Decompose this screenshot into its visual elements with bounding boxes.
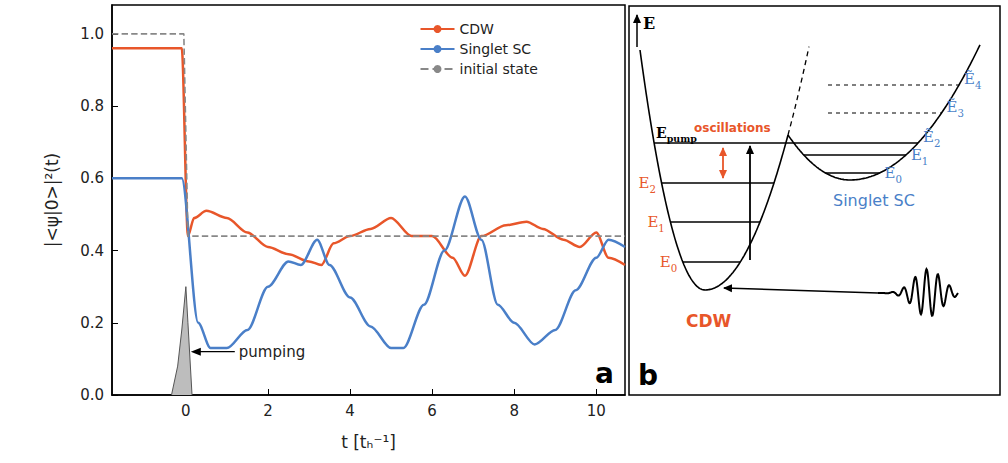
svg-text:Ẽ3: Ẽ3: [947, 98, 964, 119]
svg-text:b: b: [638, 359, 658, 392]
svg-text:CDW: CDW: [686, 311, 732, 331]
svg-text:E0: E0: [660, 253, 677, 274]
svg-text:0.8: 0.8: [80, 97, 104, 115]
svg-text:E2: E2: [639, 174, 656, 195]
svg-text:t [tₕ⁻¹]: t [tₕ⁻¹]: [341, 432, 396, 452]
svg-text:6: 6: [427, 402, 437, 420]
svg-text:2: 2: [263, 402, 273, 420]
svg-text:0.6: 0.6: [80, 169, 104, 187]
svg-text:8: 8: [509, 402, 519, 420]
svg-text:CDW: CDW: [460, 21, 495, 37]
svg-text:E1: E1: [647, 213, 664, 234]
svg-text:Epump: Epump: [656, 125, 697, 144]
svg-text:4: 4: [345, 402, 355, 420]
svg-text:0: 0: [181, 402, 191, 420]
svg-text:|<ψ|0>|²(t): |<ψ|0>|²(t): [42, 153, 62, 247]
svg-text:pumping: pumping: [239, 343, 305, 361]
svg-text:E0: E0: [885, 164, 902, 185]
svg-text:1.0: 1.0: [80, 25, 104, 43]
svg-text:10: 10: [587, 402, 606, 420]
svg-text:E: E: [643, 14, 655, 33]
svg-text:0.0: 0.0: [80, 386, 104, 404]
svg-text:E1: E1: [911, 146, 928, 167]
svg-text:Ẽ4: Ẽ4: [964, 70, 981, 91]
svg-text:oscillations: oscillations: [694, 121, 771, 135]
svg-text:0.4: 0.4: [80, 242, 104, 260]
svg-text:Singlet SC: Singlet SC: [833, 191, 915, 210]
svg-text:Ẽ2: Ẽ2: [923, 128, 940, 149]
svg-text:a: a: [595, 357, 614, 390]
svg-text:0.2: 0.2: [80, 314, 104, 332]
svg-text:initial state: initial state: [460, 61, 538, 77]
svg-text:Singlet SC: Singlet SC: [460, 41, 532, 57]
